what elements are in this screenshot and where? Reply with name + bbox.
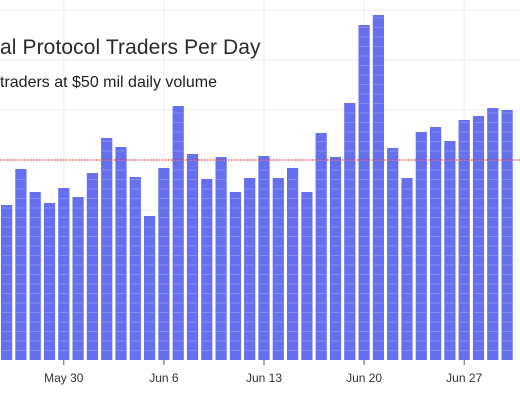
bar [358, 25, 370, 360]
x-tick-label: Jun 13 [246, 371, 282, 385]
bar [315, 133, 327, 360]
bar [258, 156, 270, 360]
bar [86, 173, 98, 360]
bar [472, 116, 485, 360]
bar [201, 179, 213, 360]
bar [229, 192, 241, 360]
x-tick-label: May 30 [44, 371, 84, 385]
bar [215, 157, 227, 360]
bar [430, 127, 442, 360]
x-tick-label: Jun 27 [446, 371, 482, 385]
bar [58, 188, 70, 360]
chart-title: al Protocol Traders Per Day [0, 36, 261, 59]
bar [72, 197, 84, 360]
bar [458, 120, 470, 360]
bar [15, 169, 27, 360]
bar [372, 15, 384, 360]
bar [487, 108, 499, 360]
x-tick-label: Jun 6 [149, 371, 179, 385]
bar [287, 168, 299, 360]
bar [401, 178, 413, 360]
bar [115, 147, 127, 360]
bar [158, 168, 170, 360]
bar [329, 157, 342, 360]
x-axis: May 30 Jun 6 Jun 13 Jun 20 Jun 27 [44, 360, 483, 385]
bar [43, 203, 56, 360]
bar [172, 106, 184, 360]
bars-layer [1, 15, 513, 360]
bar [344, 103, 356, 360]
bar [1, 205, 13, 360]
bar [101, 138, 113, 360]
bar [244, 178, 256, 360]
x-tick-label: Jun 20 [346, 371, 382, 385]
bar [301, 192, 313, 360]
bar [144, 216, 156, 360]
bar [272, 178, 284, 360]
bar [29, 192, 41, 360]
chart-annotation: traders at $50 mil daily volume [0, 74, 217, 91]
bar [387, 148, 399, 360]
bar [186, 154, 199, 360]
bar [501, 110, 513, 360]
bar [129, 177, 141, 360]
bar [444, 141, 456, 360]
